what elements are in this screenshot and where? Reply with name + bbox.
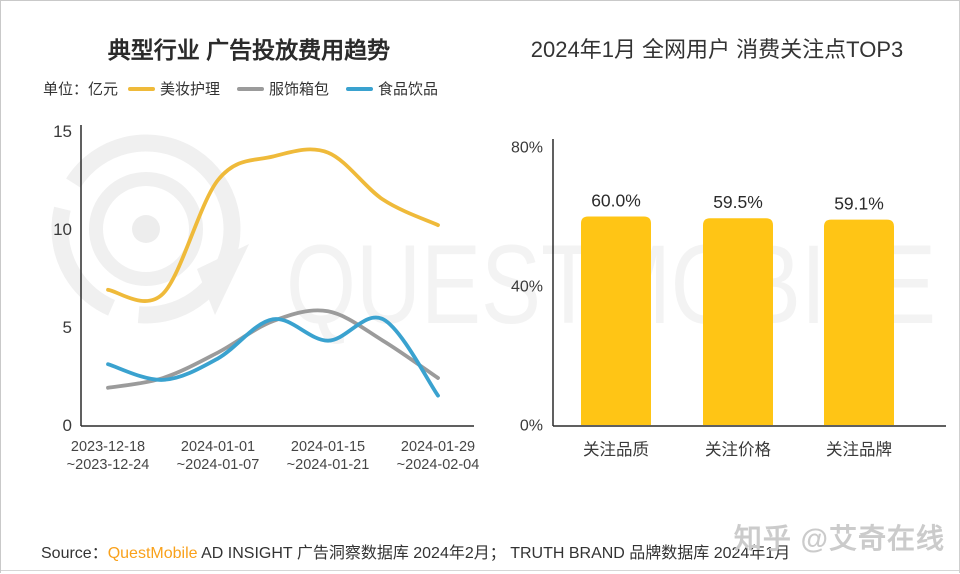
y-tick-label: 0	[63, 416, 72, 435]
legend-swatch-icon	[346, 86, 374, 91]
source-note: Source：QuestMobile AD INSIGHT 广告洞察数据库 20…	[41, 539, 790, 563]
x-tick-label: 2024-01-15 ~2024-01-21	[287, 439, 370, 473]
line-series-0	[106, 147, 440, 303]
left-chart-title: 典型行业 广告投放费用趋势	[107, 37, 391, 63]
y-tick-label: 10	[53, 220, 72, 239]
source-detail: AD INSIGHT 广告洞察数据库 2024年2月； TRUTH BRAND …	[197, 545, 791, 562]
legend-swatch-icon	[237, 86, 265, 91]
social-watermark: 知乎 @艾奇在线	[733, 523, 945, 554]
x-tick-label: 2023-12-18 ~2023-12-24	[67, 439, 150, 473]
y-tick-label: 15	[53, 122, 72, 141]
y-tick-label: 80%	[511, 140, 543, 157]
bar-value-label: 59.5%	[713, 192, 763, 212]
source-prefix: Source：	[41, 545, 108, 562]
bar-chart: 0% 40% 80% 60.0% 关注品质 59.5% 关注价格 59.1% 关注品牌	[511, 139, 946, 459]
legend-item-1: 服饰箱包	[237, 78, 329, 99]
left-chart-legend: 单位：亿元 美妆护理 服饰箱包 食品饮品	[43, 78, 455, 99]
bar-category-label: 关注品牌	[826, 440, 892, 459]
bottom-divider	[1, 570, 959, 571]
legend-item-2: 食品饮品	[346, 78, 438, 99]
bar-2	[824, 219, 894, 425]
bar-0	[581, 216, 651, 425]
bar-1	[703, 218, 773, 425]
bar-category-label: 关注价格	[705, 440, 772, 459]
legend-label: 服饰箱包	[269, 81, 330, 98]
y-tick-label: 0%	[520, 418, 543, 435]
right-chart-title: 2024年1月 全网用户 消费关注点TOP3	[530, 37, 904, 62]
y-tick-label: 5	[63, 318, 72, 337]
bar-value-label: 60.0%	[591, 191, 641, 211]
source-brand: QuestMobile	[107, 545, 198, 562]
legend-item-0: 美妆护理	[128, 78, 220, 99]
legend-items: 美妆护理 服饰箱包 食品饮品	[128, 78, 455, 99]
y-tick-label: 40%	[511, 279, 543, 296]
line-series-2	[106, 315, 440, 398]
bar-value-label: 59.1%	[834, 194, 884, 214]
unit-label: 单位：亿元	[43, 81, 119, 98]
legend-label: 美妆护理	[160, 81, 221, 98]
legend-swatch-icon	[128, 86, 156, 91]
legend-label: 食品饮品	[378, 81, 439, 98]
line-chart: 0 5 10 15 2023-12-18 ~2023-12-24 2024-01-01 ~20…	[53, 122, 480, 473]
bar-category-label: 关注品质	[583, 440, 649, 459]
x-tick-label: 2024-01-01 ~2024-01-07	[177, 439, 260, 473]
x-tick-label: 2024-01-29 ~2024-02-04	[397, 439, 480, 473]
